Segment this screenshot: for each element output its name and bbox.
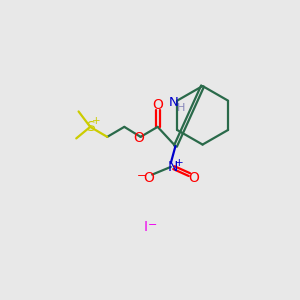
Text: −: − [148, 220, 158, 230]
Text: −: − [137, 171, 146, 181]
Text: O: O [189, 172, 200, 185]
Text: O: O [133, 131, 144, 146]
Text: O: O [143, 172, 154, 185]
Text: I: I [144, 220, 148, 234]
Text: S: S [86, 120, 94, 134]
Text: N: N [167, 160, 178, 174]
Text: O: O [152, 98, 163, 112]
Text: H: H [177, 103, 185, 112]
Text: +: + [92, 116, 101, 126]
Text: +: + [175, 158, 184, 168]
Text: N: N [169, 96, 179, 109]
